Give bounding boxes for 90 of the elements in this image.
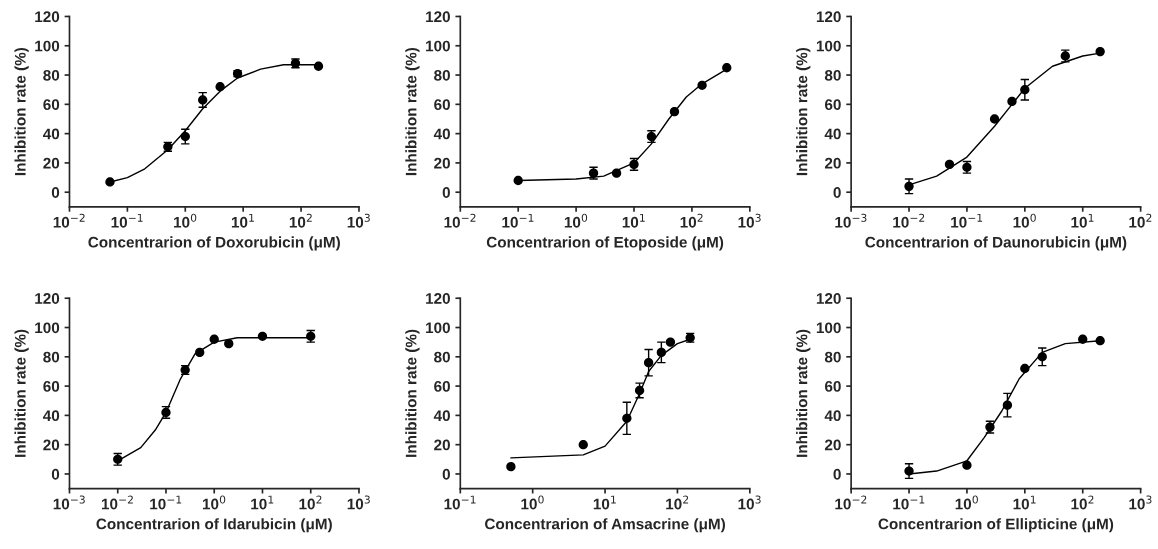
x-tick-label: 10$^{0}$ [521, 495, 544, 510]
y-axis-title: Inhibition rate (%) [14, 47, 29, 176]
x-tick-label: 10$^{1}$ [251, 495, 274, 510]
x-tick-label: 10$^{0}$ [202, 495, 226, 510]
x-axis-title: Concentrarion of Amsacrine (μM) [485, 518, 725, 533]
x-tick-label: 10$^{3}$ [1129, 495, 1152, 510]
x-tick-label: 10$^{−1}$ [111, 213, 143, 228]
x-tick-label: 10$^{2}$ [1071, 495, 1094, 510]
x-tick-label: 10$^{1}$ [622, 213, 645, 228]
x-tick-label: 10$^{−1}$ [951, 213, 983, 228]
y-tick-label: 40 [824, 410, 841, 422]
y-tick-label: 100 [816, 322, 841, 334]
y-tick-label: 0 [51, 187, 60, 198]
x-axis-title: Concentrarion of Ellipticine (μM) [878, 518, 1114, 533]
y-tick-label: 20 [434, 157, 450, 169]
y-tick-label: 20 [434, 439, 450, 451]
y-tick-label: 40 [433, 128, 450, 140]
y-tick-label: 40 [433, 410, 450, 422]
x-tick-label: 10$^{2}$ [289, 213, 312, 228]
y-tick-label: 120 [426, 11, 450, 23]
y-axis-title: Inhibition rate (%) [796, 47, 811, 176]
y-axis-title: Inhibition rate (%) [14, 329, 29, 457]
y-tick-label: 80 [824, 351, 841, 363]
x-axis-title: Concentrarion of Daunorubicin (μM) [865, 236, 1127, 251]
y-tick-label: 120 [35, 293, 60, 304]
x-tick-label: 10$^{2}$ [1129, 213, 1152, 228]
x-axis-title: Concentrarion of Idarubicin (μM) [96, 518, 332, 533]
x-tick-label: 10$^{1}$ [231, 213, 254, 228]
y-axis-title: Inhibition rate (%) [405, 47, 420, 176]
x-tick-label: 10$^{2}$ [666, 495, 689, 510]
y-tick-label: 100 [426, 322, 450, 334]
x-tick-label: 10$^{2}$ [299, 495, 322, 510]
y-tick-label: 60 [43, 99, 60, 111]
x-tick-label: 10$^{3}$ [347, 495, 370, 510]
x-tick-label: 10$^{0}$ [1013, 213, 1036, 228]
y-tick-label: 60 [824, 99, 841, 111]
x-tick-label: 10$^{−1}$ [444, 495, 476, 510]
y-tick-label: 0 [442, 468, 450, 480]
x-axis-title: Concentrarion of Doxorubicin (μM) [88, 236, 340, 251]
y-axis-title: Inhibition rate (%) [796, 329, 811, 457]
y-tick-label: 80 [434, 69, 450, 81]
y-tick-label: 20 [824, 157, 841, 169]
x-tick-label: 10$^{−2}$ [444, 213, 476, 228]
x-tick-label: 10$^{3}$ [738, 495, 761, 510]
x-tick-label: 10$^{−2}$ [835, 495, 867, 510]
y-tick-label: 60 [434, 380, 450, 392]
x-tick-label: 10$^{0}$ [174, 213, 197, 228]
x-tick-label: 10$^{−3}$ [53, 495, 85, 510]
y-tick-label: 20 [43, 157, 60, 169]
y-tick-label: 40 [43, 410, 60, 422]
x-tick-label: 10$^{−2}$ [893, 213, 925, 228]
y-tick-label: 100 [426, 40, 450, 52]
y-tick-label: 20 [43, 439, 60, 451]
y-tick-label: 20 [824, 439, 841, 451]
x-tick-label: 10$^{0}$ [564, 213, 588, 228]
y-tick-label: 40 [824, 128, 841, 140]
x-tick-label: 10$^{−1}$ [502, 213, 534, 228]
y-tick-label: 100 [35, 40, 60, 52]
y-tick-label: 80 [43, 69, 60, 81]
x-tick-label: 10$^{3}$ [347, 213, 370, 228]
x-tick-label: 10$^{3}$ [738, 213, 761, 228]
y-tick-label: 100 [816, 40, 841, 52]
y-tick-label: 0 [51, 468, 60, 480]
y-tick-label: 60 [434, 99, 450, 111]
x-tick-label: 10$^{2}$ [680, 213, 703, 228]
x-tick-label: 10$^{1}$ [1071, 213, 1094, 228]
x-axis-title: Concentrarion of Etoposide (μM) [486, 236, 724, 251]
y-tick-label: 120 [426, 293, 450, 304]
y-tick-label: 80 [43, 351, 60, 363]
y-tick-label: 100 [35, 322, 60, 334]
x-tick-label: 10$^{1}$ [1013, 495, 1036, 510]
y-tick-label: 120 [816, 293, 841, 304]
x-tick-label: 10$^{−1}$ [893, 495, 925, 510]
y-tick-label: 120 [816, 11, 841, 23]
y-tick-label: 80 [824, 69, 841, 81]
y-tick-label: 80 [434, 351, 450, 363]
x-tick-label: 10$^{−2}$ [101, 495, 133, 510]
y-tick-label: 60 [824, 380, 841, 392]
y-tick-label: 120 [35, 11, 60, 23]
x-tick-label: 10$^{−3}$ [835, 213, 867, 228]
y-axis-title: Inhibition rate (%) [405, 329, 420, 457]
y-tick-label: 40 [43, 128, 60, 140]
x-tick-label: 10$^{−2}$ [53, 213, 85, 228]
y-tick-label: 0 [833, 468, 841, 480]
x-tick-label: 10$^{−1}$ [150, 495, 182, 510]
x-tick-label: 10$^{0}$ [955, 495, 978, 510]
y-tick-label: 0 [442, 187, 450, 198]
y-tick-label: 0 [833, 187, 841, 198]
x-tick-label: 10$^{1}$ [593, 495, 616, 510]
y-tick-label: 60 [43, 380, 60, 392]
